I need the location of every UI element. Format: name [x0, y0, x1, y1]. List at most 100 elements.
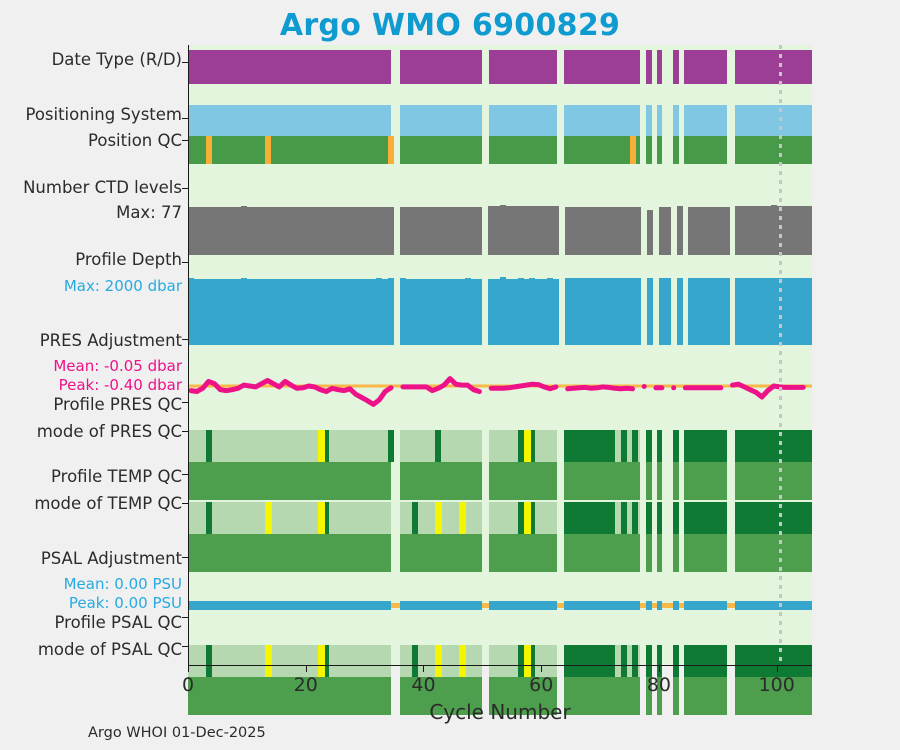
- qc-dark-flag: [205, 430, 212, 462]
- qc-yellow-flag: [317, 502, 325, 534]
- data-segment: [563, 50, 641, 84]
- depth-bar: [370, 278, 377, 345]
- data-segment: [683, 677, 728, 715]
- pres-adjustment-plot: [188, 376, 812, 407]
- data-segment: [188, 534, 392, 572]
- qc-dark-flag: [411, 645, 418, 677]
- x-tick: [423, 665, 425, 672]
- row-label-profile-pres-qc: Profile PRES QC: [53, 395, 182, 414]
- ctd-bar: [252, 206, 259, 255]
- ctd-bar: [582, 206, 589, 255]
- tick-mode-pres-qc: [182, 431, 188, 432]
- depth-bar: [500, 277, 506, 345]
- data-segment: [188, 677, 392, 715]
- ctd-bar: [511, 206, 518, 255]
- ctd-bar: [288, 206, 295, 255]
- row-label-ctd-max: Max: 77: [116, 203, 182, 222]
- psal-line-segment: [656, 601, 663, 610]
- depth-bar: [188, 278, 194, 345]
- ctd-bar: [541, 206, 548, 255]
- qc-dark-flag: [529, 645, 536, 677]
- ctd-bar: [435, 206, 442, 255]
- depth-bar: [547, 278, 554, 345]
- position-qc-flag: [264, 136, 271, 164]
- data-segment: [399, 136, 483, 164]
- ctd-bar: [723, 206, 730, 255]
- ctd-bar: [211, 206, 218, 255]
- depth-bar: [399, 278, 406, 345]
- tick-psal-adjustment: [182, 557, 188, 558]
- ctd-bar: [358, 206, 365, 255]
- row-label-pres-mean: Mean: -0.05 dbar: [53, 357, 182, 375]
- depth-bar: [605, 277, 612, 345]
- depth-bar: [299, 278, 306, 345]
- qc-dark-span: [631, 502, 638, 534]
- qc-yellow-flag: [523, 502, 531, 534]
- depth-bar: [541, 278, 548, 345]
- chart-title: Argo WMO 6900829: [279, 8, 621, 43]
- qc-yellow-flag: [317, 430, 325, 462]
- data-segment: [188, 50, 392, 84]
- depth-bar: [759, 277, 766, 345]
- depth-bar: [335, 278, 342, 345]
- ctd-bar: [594, 206, 601, 255]
- depth-bar: [405, 278, 412, 345]
- qc-yellow-flag: [435, 502, 443, 534]
- ctd-bar: [388, 206, 395, 255]
- tick-profile-pres-qc: [182, 402, 188, 403]
- x-tick-label: 100: [758, 674, 795, 696]
- qc-yellow-flag: [264, 645, 272, 677]
- x-tick-label: 80: [646, 674, 672, 696]
- ctd-bar: [770, 205, 777, 255]
- data-segment: [673, 534, 679, 572]
- ctd-bar: [806, 206, 813, 255]
- band-positioning-system: [188, 105, 812, 136]
- ctd-bar: [617, 206, 624, 255]
- depth-bar: [688, 277, 695, 345]
- row-label-mode-psal-qc: mode of PSAL QC: [37, 640, 182, 659]
- qc-dark-flag: [323, 502, 330, 534]
- depth-bar: [594, 277, 601, 345]
- data-segment: [656, 462, 663, 500]
- depth-bar: [211, 278, 218, 345]
- qc-yellow-flag: [435, 645, 443, 677]
- data-segment: [188, 136, 392, 164]
- depth-bar: [323, 278, 330, 345]
- ctd-bar: [517, 206, 524, 255]
- ctd-bar: [464, 206, 471, 255]
- qc-dark-flag: [517, 502, 524, 534]
- data-segment: [656, 136, 663, 164]
- qc-dark-span: [735, 645, 812, 677]
- ctd-bar: [658, 206, 665, 255]
- qc-dark-span: [645, 502, 652, 534]
- ctd-bar: [229, 206, 236, 255]
- data-segment: [735, 462, 812, 500]
- qc-dark-span: [656, 430, 663, 462]
- ctd-bar: [588, 206, 595, 255]
- depth-bar: [364, 278, 371, 345]
- ctd-bar: [759, 206, 766, 255]
- row-label-positioning-system: Positioning System: [25, 105, 182, 124]
- x-tick: [305, 665, 307, 672]
- ctd-bar: [676, 206, 683, 255]
- qc-yellow-flag: [523, 645, 531, 677]
- x-axis-title: Cycle Number: [429, 700, 571, 724]
- ctd-bar: [217, 206, 224, 255]
- data-segment: [188, 645, 392, 677]
- depth-bar: [452, 278, 459, 345]
- depth-bar: [329, 278, 336, 345]
- qc-dark-flag: [205, 645, 212, 677]
- ctd-bar: [270, 206, 277, 255]
- depth-bar: [700, 277, 707, 345]
- data-segment: [656, 534, 663, 572]
- qc-dark-span: [673, 502, 679, 534]
- qc-dark-flag: [388, 430, 395, 462]
- depth-bar: [552, 278, 559, 345]
- ctd-bar: [741, 206, 748, 255]
- data-segment: [645, 534, 652, 572]
- tick-ctd-levels: [182, 188, 188, 189]
- qc-dark-span: [621, 430, 628, 462]
- ctd-bar: [235, 206, 242, 255]
- tick-date-type: [182, 62, 188, 63]
- ctd-bar: [505, 206, 512, 255]
